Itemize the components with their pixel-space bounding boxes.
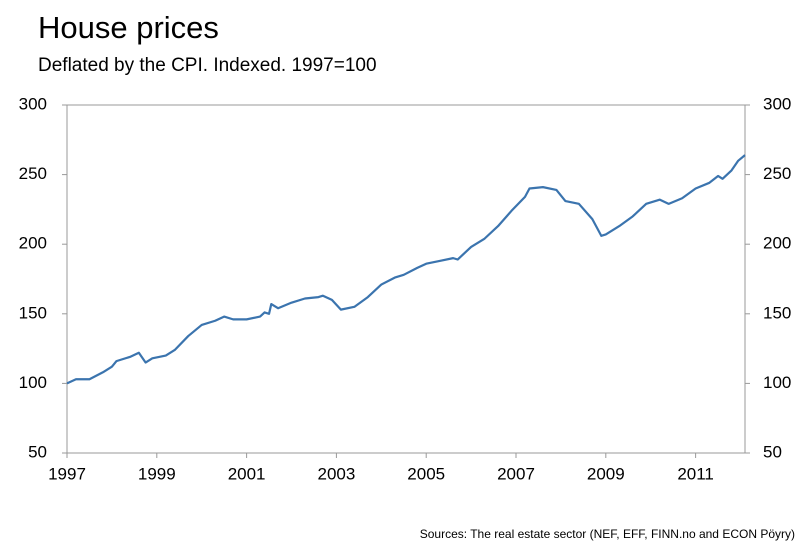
y2-tick-label: 200 xyxy=(763,234,791,253)
chart-title: House prices xyxy=(38,10,219,45)
y-tick-label: 150 xyxy=(19,303,47,322)
data-line xyxy=(66,154,746,385)
y-tick-label: 300 xyxy=(19,94,47,113)
y2-tick-label: 150 xyxy=(763,303,791,322)
y2-tick-label: 300 xyxy=(763,94,791,113)
y2-tick-label: 250 xyxy=(763,164,791,183)
x-tick-label: 2007 xyxy=(497,464,535,483)
x-tick-label: 2001 xyxy=(228,464,266,483)
x-tick-label: 2009 xyxy=(587,464,625,483)
chart-subtitle: Deflated by the CPI. Indexed. 1997=100 xyxy=(38,55,377,76)
source-note: Sources: The real estate sector (NEF, EF… xyxy=(420,527,795,541)
y2-tick-label: 100 xyxy=(763,373,791,392)
y-tick-label: 100 xyxy=(19,373,47,392)
y-tick-label: 50 xyxy=(28,442,47,461)
x-tick-label: 2011 xyxy=(677,464,714,483)
y-tick-label: 250 xyxy=(19,164,47,183)
y2-tick-label: 50 xyxy=(763,442,782,461)
plot-frame xyxy=(66,104,746,454)
x-tick-label: 2003 xyxy=(317,464,355,483)
x-tick-label: 1999 xyxy=(138,464,176,483)
y-tick-label: 200 xyxy=(19,234,47,253)
x-tick-label: 2005 xyxy=(407,464,445,483)
x-tick-label: 1997 xyxy=(48,464,86,483)
